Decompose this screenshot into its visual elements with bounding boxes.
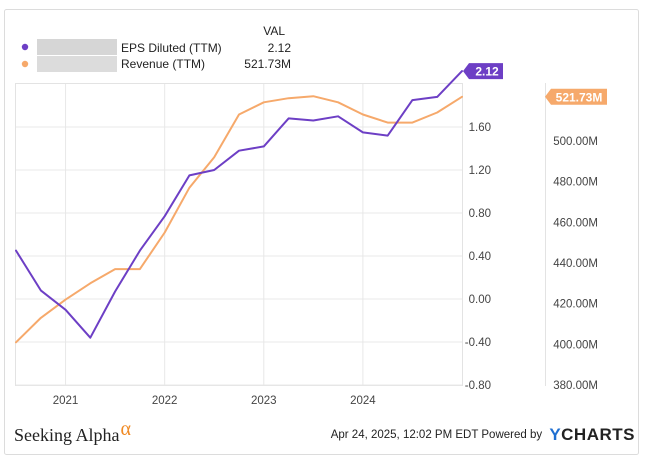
legend: VAL EPS Diluted (TTM) 2.12 Revenue (TTM)… (21, 24, 292, 72)
legend-header: VAL (263, 24, 285, 38)
series-line-eps (15, 70, 463, 339)
y-right-tick-label: 420.00M (553, 299, 598, 311)
y-left-tick-label: -0.80 (465, 380, 491, 392)
revenue-end-label: 521.73M (556, 90, 603, 104)
legend-ticker-redacted-revenue (37, 56, 117, 72)
x-tick-label: 2024 (350, 395, 376, 407)
series-line-revenue (15, 95, 463, 344)
axes: 2021 2022 2023 2024 -0.80 -0.40 0.00 0.40 0.80 1.… (53, 122, 598, 407)
y-right-tick-label: 460.00M (553, 217, 598, 229)
y-left-tick-label: 0.40 (469, 251, 491, 263)
card-border (4, 9, 639, 455)
y-left-tick-label: 1.20 (469, 165, 491, 177)
y-left-tick-label: 0.00 (469, 294, 491, 306)
x-tick-label: 2022 (152, 395, 178, 407)
legend-value-revenue: 521.73M (244, 57, 291, 71)
seeking-alpha-logo: Seeking Alphaα (14, 418, 131, 446)
x-tick-label: 2021 (53, 395, 79, 407)
eps-end-label: 2.12 (475, 65, 499, 79)
y-left-tick-label: -0.40 (465, 337, 491, 349)
gridlines (16, 84, 462, 386)
ycharts-text: CHARTS (561, 425, 635, 444)
legend-marker-revenue (21, 60, 29, 68)
legend-label-revenue: Revenue (TTM) (121, 57, 205, 71)
timestamp: Apr 24, 2025, 12:02 PM EDT (330, 429, 479, 441)
ycharts-logo: YCHARTS (549, 425, 635, 444)
y-right-tick-label: 440.00M (553, 258, 598, 270)
revenue-end-tag (545, 88, 607, 105)
y-left-tick-label: 0.80 (469, 208, 491, 220)
y-right-tick-label: 500.00M (553, 136, 598, 148)
footer-credit: Apr 24, 2025, 12:02 PM EDT Powered by YC… (331, 425, 635, 445)
legend-label-eps: EPS Diluted (TTM) (121, 41, 222, 55)
ycharts-y-mark: Y (549, 425, 562, 444)
x-tick-label: 2023 (251, 395, 277, 407)
seeking-alpha-text: Seeking Alpha (14, 425, 120, 445)
legend-marker-eps (21, 43, 29, 51)
y-right-tick-label: 380.00M (553, 380, 598, 392)
y-right-tick-label: 400.00M (553, 339, 598, 351)
y-right-tick-label: 480.00M (553, 177, 598, 189)
series (15, 70, 463, 344)
eps-end-tag (463, 63, 503, 80)
legend-value-eps: 2.12 (268, 41, 292, 55)
powered-by: Powered by (481, 429, 543, 441)
alpha-symbol: α (120, 418, 131, 440)
y-left-tick-label: 1.60 (469, 122, 491, 134)
legend-ticker-redacted-eps (37, 39, 117, 55)
end-labels: 2.12 521.73M (463, 63, 607, 105)
